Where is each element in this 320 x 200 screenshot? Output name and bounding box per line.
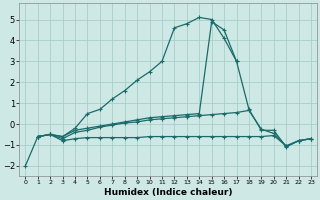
X-axis label: Humidex (Indice chaleur): Humidex (Indice chaleur) [104,188,232,197]
